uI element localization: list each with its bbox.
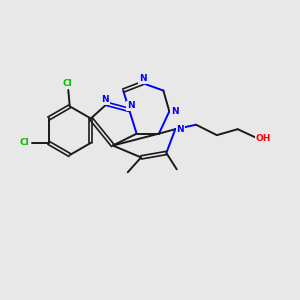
Text: N: N bbox=[171, 107, 178, 116]
Text: N: N bbox=[139, 74, 146, 83]
Text: Cl: Cl bbox=[20, 138, 29, 147]
Text: N: N bbox=[102, 95, 109, 104]
Text: Cl: Cl bbox=[63, 79, 73, 88]
Text: N: N bbox=[176, 125, 184, 134]
Text: N: N bbox=[127, 101, 134, 110]
Text: OH: OH bbox=[256, 134, 271, 142]
